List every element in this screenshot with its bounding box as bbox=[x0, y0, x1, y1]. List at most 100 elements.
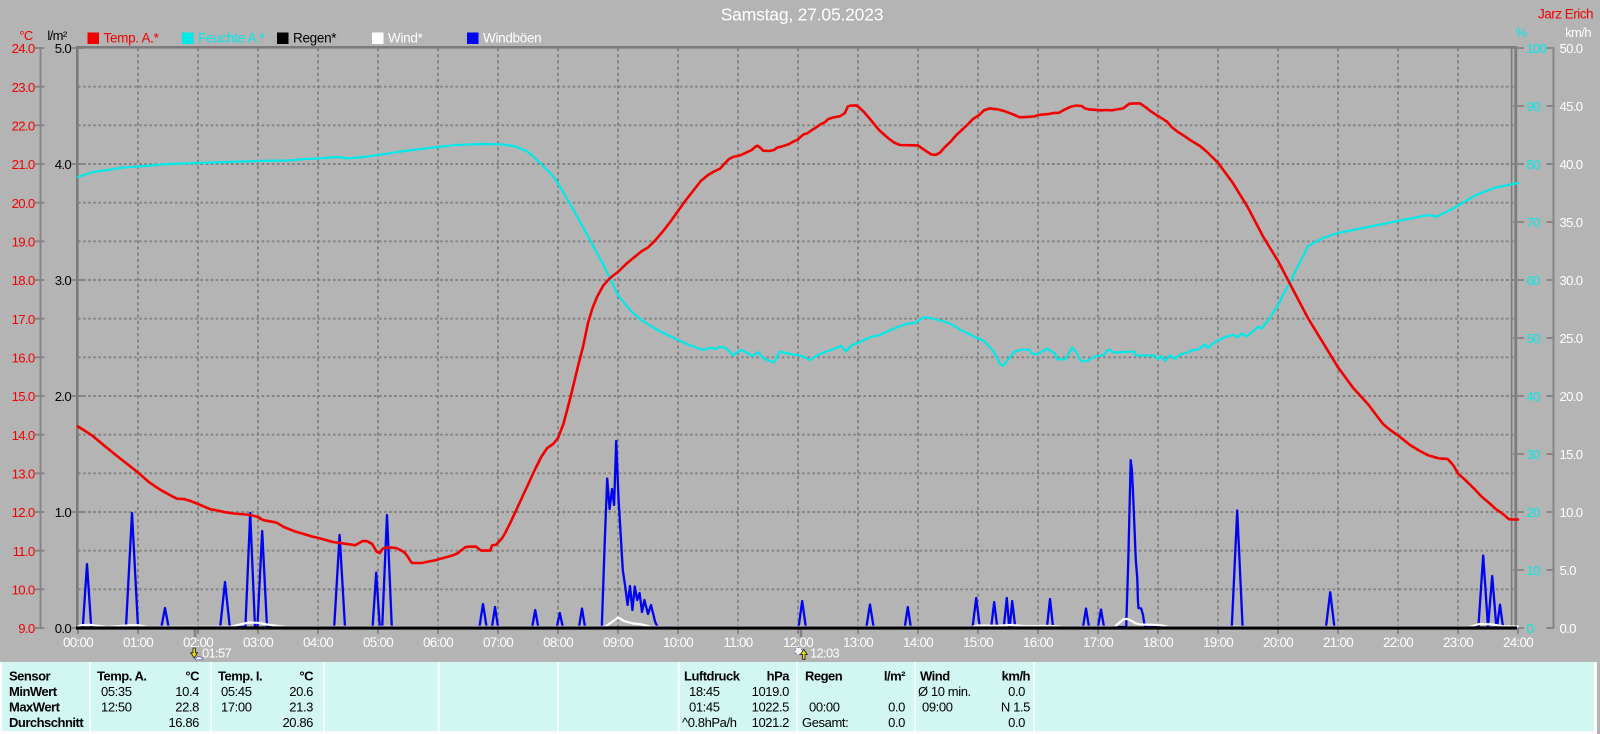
svg-text:13:00: 13:00 bbox=[843, 635, 873, 650]
svg-text:Wind: Wind bbox=[920, 669, 950, 684]
svg-text:l/m²: l/m² bbox=[47, 28, 68, 43]
svg-text:N 1.5: N 1.5 bbox=[1001, 700, 1030, 715]
svg-text:Durchschnitt: Durchschnitt bbox=[9, 715, 84, 730]
svg-text:11:00: 11:00 bbox=[723, 635, 752, 650]
svg-text:09:00: 09:00 bbox=[922, 700, 953, 715]
svg-text:45.0: 45.0 bbox=[1560, 99, 1583, 114]
svg-text:50.0: 50.0 bbox=[1560, 41, 1583, 56]
svg-text:16.86: 16.86 bbox=[168, 715, 199, 730]
svg-text:23.0: 23.0 bbox=[12, 80, 35, 95]
svg-text:05:00: 05:00 bbox=[363, 635, 393, 650]
svg-text:5.0: 5.0 bbox=[1560, 563, 1577, 578]
svg-text:20:00: 20:00 bbox=[1263, 635, 1293, 650]
svg-text:22.0: 22.0 bbox=[12, 119, 35, 134]
svg-text:16:00: 16:00 bbox=[1023, 635, 1053, 650]
svg-text:01:00: 01:00 bbox=[123, 635, 153, 650]
svg-text:Regen*: Regen* bbox=[293, 31, 337, 46]
svg-text:40.0: 40.0 bbox=[1560, 157, 1583, 172]
svg-text:10:00: 10:00 bbox=[663, 635, 693, 650]
svg-text:Gesamt:: Gesamt: bbox=[802, 715, 848, 730]
svg-text:09:00: 09:00 bbox=[603, 635, 633, 650]
svg-text:20.6: 20.6 bbox=[289, 684, 313, 699]
svg-text:km/h: km/h bbox=[1565, 25, 1591, 40]
svg-text:05:35: 05:35 bbox=[101, 684, 132, 699]
svg-text:30.0: 30.0 bbox=[1560, 273, 1583, 288]
svg-text:14.0: 14.0 bbox=[12, 428, 35, 443]
svg-text:12.0: 12.0 bbox=[12, 505, 35, 520]
svg-text:0.0: 0.0 bbox=[888, 700, 905, 715]
svg-text:11.0: 11.0 bbox=[13, 544, 35, 559]
svg-text:15.0: 15.0 bbox=[1560, 447, 1583, 462]
svg-text:24:00: 24:00 bbox=[1503, 635, 1533, 650]
svg-text:Samstag, 27.05.2023: Samstag, 27.05.2023 bbox=[721, 5, 884, 25]
svg-text:20.0: 20.0 bbox=[12, 196, 35, 211]
svg-text:01:57: 01:57 bbox=[202, 646, 232, 661]
svg-text:13.0: 13.0 bbox=[12, 467, 35, 482]
svg-text:Ø 10 min.: Ø 10 min. bbox=[918, 684, 971, 699]
svg-text:0.0: 0.0 bbox=[888, 715, 905, 730]
svg-text:21.3: 21.3 bbox=[289, 700, 313, 715]
svg-text:^0.8hPa/h: ^0.8hPa/h bbox=[682, 715, 737, 730]
svg-text:14:00: 14:00 bbox=[903, 635, 933, 650]
svg-text:03:00: 03:00 bbox=[243, 635, 273, 650]
svg-text:12:00: 12:00 bbox=[783, 635, 813, 650]
svg-text:23:00: 23:00 bbox=[1443, 635, 1473, 650]
svg-text:°C: °C bbox=[299, 669, 314, 684]
svg-text:Sensor: Sensor bbox=[9, 669, 51, 684]
svg-text:25.0: 25.0 bbox=[1560, 331, 1583, 346]
svg-text:60: 60 bbox=[1527, 273, 1541, 288]
svg-text:24.0: 24.0 bbox=[12, 41, 35, 56]
svg-text:18:00: 18:00 bbox=[1143, 635, 1173, 650]
svg-text:10.4: 10.4 bbox=[175, 684, 199, 699]
svg-text:100: 100 bbox=[1527, 41, 1547, 56]
svg-text:15.0: 15.0 bbox=[12, 389, 35, 404]
svg-text:17:00: 17:00 bbox=[1083, 635, 1113, 650]
svg-text:20.0: 20.0 bbox=[1560, 389, 1583, 404]
svg-text:21:00: 21:00 bbox=[1323, 635, 1353, 650]
svg-text:15:00: 15:00 bbox=[963, 635, 993, 650]
svg-text:20.86: 20.86 bbox=[282, 715, 313, 730]
svg-text:10.0: 10.0 bbox=[1560, 505, 1583, 520]
svg-text:16.0: 16.0 bbox=[12, 351, 35, 366]
svg-text:20: 20 bbox=[1527, 505, 1541, 520]
svg-text:17.0: 17.0 bbox=[12, 312, 35, 327]
svg-text:9.0: 9.0 bbox=[18, 621, 35, 636]
svg-text:°C: °C bbox=[19, 28, 33, 43]
svg-text:00:00: 00:00 bbox=[63, 635, 93, 650]
svg-text:Regen: Regen bbox=[805, 669, 843, 684]
svg-text:3.0: 3.0 bbox=[55, 273, 72, 288]
svg-text:21.0: 21.0 bbox=[12, 157, 35, 172]
svg-text:Feuchte A.*: Feuchte A.* bbox=[198, 31, 266, 46]
svg-text:hPa: hPa bbox=[767, 669, 791, 684]
svg-text:17:00: 17:00 bbox=[221, 700, 252, 715]
svg-text:0.0: 0.0 bbox=[1008, 715, 1025, 730]
svg-text:MinWert: MinWert bbox=[9, 684, 58, 699]
svg-text:05:45: 05:45 bbox=[221, 684, 252, 699]
svg-text:Jarz Erich: Jarz Erich bbox=[1538, 7, 1593, 22]
svg-text:°C: °C bbox=[185, 669, 200, 684]
svg-text:0.0: 0.0 bbox=[1560, 621, 1577, 636]
svg-text:06:00: 06:00 bbox=[423, 635, 453, 650]
svg-text:0: 0 bbox=[1527, 621, 1534, 636]
svg-text:1019.0: 1019.0 bbox=[752, 684, 790, 699]
svg-text:50: 50 bbox=[1527, 331, 1541, 346]
svg-text:12:50: 12:50 bbox=[101, 700, 132, 715]
svg-text:MaxWert: MaxWert bbox=[9, 700, 61, 715]
svg-text:Luftdruck: Luftdruck bbox=[684, 669, 741, 684]
svg-text:18.0: 18.0 bbox=[12, 273, 35, 288]
svg-text:Windböen: Windböen bbox=[483, 31, 541, 46]
svg-text:10: 10 bbox=[1527, 563, 1541, 578]
svg-text:70: 70 bbox=[1527, 215, 1541, 230]
svg-text:04:00: 04:00 bbox=[303, 635, 333, 650]
svg-text:1022.5: 1022.5 bbox=[752, 700, 790, 715]
svg-text:80: 80 bbox=[1527, 157, 1541, 172]
svg-text:l/m²: l/m² bbox=[884, 669, 906, 684]
svg-text:40: 40 bbox=[1527, 389, 1541, 404]
svg-text:0.0: 0.0 bbox=[1008, 684, 1025, 699]
svg-text:%: % bbox=[1516, 25, 1528, 40]
svg-text:5.0: 5.0 bbox=[55, 41, 72, 56]
svg-text:Temp. A.*: Temp. A.* bbox=[104, 31, 160, 46]
svg-text:35.0: 35.0 bbox=[1560, 215, 1583, 230]
svg-text:01:45: 01:45 bbox=[689, 700, 720, 715]
svg-text:02:00: 02:00 bbox=[183, 635, 213, 650]
